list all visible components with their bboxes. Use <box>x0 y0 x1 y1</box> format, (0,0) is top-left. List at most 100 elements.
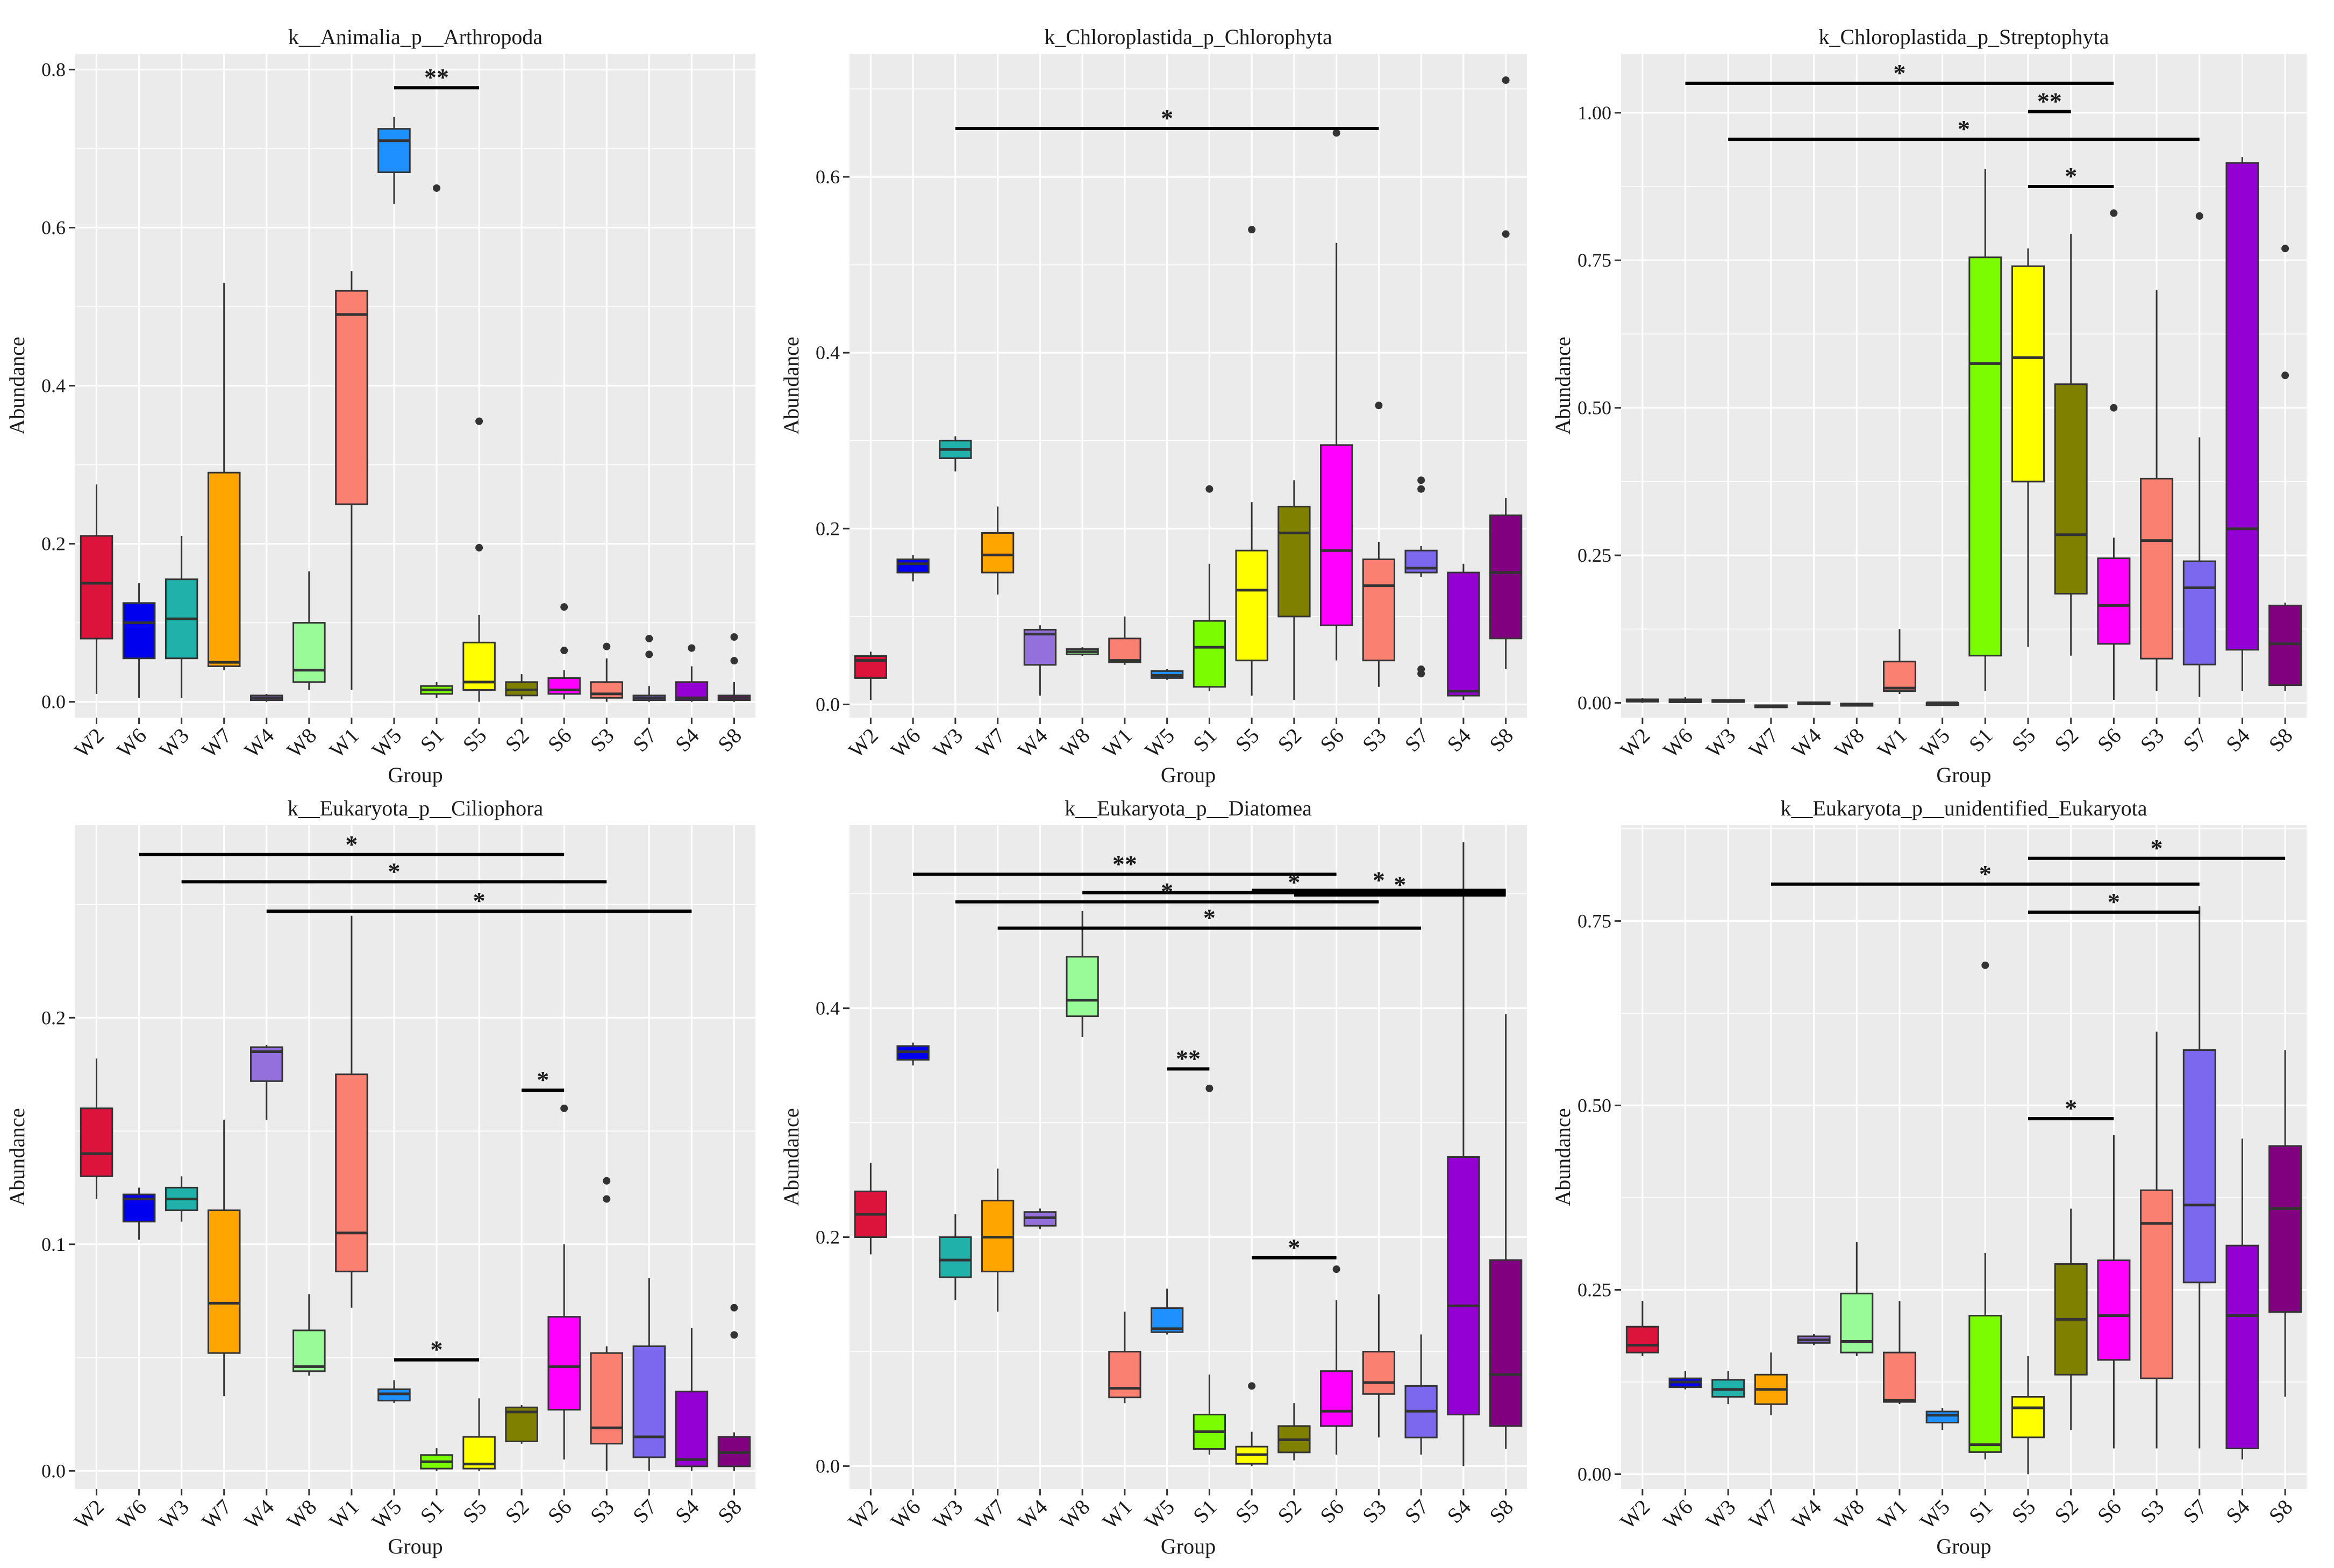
y-tick-label: 0.0 <box>816 693 840 715</box>
box-W6 <box>1668 697 1702 703</box>
x-tick-label: S1 <box>1188 1495 1222 1528</box>
x-tick-label: W8 <box>282 1495 322 1534</box>
box-W6 <box>122 583 156 698</box>
x-tick-label: S7 <box>628 1495 661 1528</box>
plot-background <box>850 825 1527 1489</box>
outlier-point <box>730 1304 738 1312</box>
outlier-point <box>688 644 696 652</box>
x-tick-label: S7 <box>2178 724 2211 757</box>
y-tick-label: 0.4 <box>816 342 840 363</box>
box-S5 <box>2011 248 2045 647</box>
outlier-point <box>1417 665 1425 674</box>
outlier-point <box>1417 485 1425 493</box>
box-body <box>1319 444 1353 626</box>
x-tick-label: S4 <box>670 724 704 757</box>
x-tick-label: W4 <box>1787 724 1826 763</box>
x-axis-title: Group <box>1936 1534 1991 1558</box>
x-tick-label: S1 <box>1188 724 1222 757</box>
x-tick-label: W4 <box>1013 1495 1052 1534</box>
box-body <box>1193 620 1226 688</box>
box-S2 <box>505 1405 538 1444</box>
box-S6 <box>2097 1135 2131 1449</box>
x-tick-label: W1 <box>325 1495 364 1534</box>
box-S6 <box>1319 1265 1353 1455</box>
x-tick-label: S4 <box>670 1495 704 1528</box>
box-body <box>675 1391 709 1467</box>
significance-label: ** <box>424 63 449 91</box>
box-S6 <box>1319 129 1353 661</box>
y-tick-label: 0.0 <box>41 691 66 713</box>
y-tick-label: 0.00 <box>1578 1464 1611 1485</box>
x-tick-label: S1 <box>416 1495 449 1528</box>
outlier-point <box>1502 230 1510 238</box>
significance-label: * <box>537 1066 549 1093</box>
outlier-point <box>1502 76 1510 84</box>
box-W1 <box>1108 1311 1141 1404</box>
box-S7 <box>1404 476 1438 678</box>
outlier-point <box>645 650 653 658</box>
box-W7 <box>981 1168 1015 1312</box>
box-W7 <box>207 283 241 670</box>
box-body <box>1235 549 1268 662</box>
box-S6 <box>547 603 581 700</box>
x-tick-label: S2 <box>2050 724 2083 757</box>
box-W6 <box>896 1042 930 1066</box>
box-W2 <box>854 651 888 700</box>
box-W8 <box>292 1294 326 1376</box>
x-tick-label: S4 <box>1443 724 1476 757</box>
outlier-point <box>730 1331 738 1339</box>
box-body <box>122 602 156 660</box>
box-W2 <box>854 1163 888 1255</box>
x-tick-label: W3 <box>1701 724 1740 763</box>
box-body <box>292 1329 326 1372</box>
box-body <box>1447 571 1480 697</box>
x-tick-label: W3 <box>154 724 194 763</box>
outlier-point <box>1375 402 1383 410</box>
box-S1 <box>420 1448 453 1471</box>
box-body <box>207 1209 241 1354</box>
x-tick-label: W8 <box>1055 1495 1095 1534</box>
box-W6 <box>122 1187 156 1240</box>
box-body <box>1023 628 1057 666</box>
x-tick-label: S6 <box>1315 724 1348 757</box>
x-tick-label: S3 <box>1358 1495 1391 1528</box>
box-S1 <box>1968 961 2002 1460</box>
box-W4 <box>250 1044 283 1120</box>
outlier-point <box>1205 1084 1214 1092</box>
x-tick-label: W6 <box>1658 1495 1697 1534</box>
box-W2 <box>80 1058 113 1199</box>
box-body <box>632 1345 666 1458</box>
x-tick-label: W3 <box>154 1495 194 1534</box>
y-tick-label: 0.0 <box>816 1455 840 1477</box>
box-S3 <box>1362 402 1396 687</box>
outlier-point <box>730 633 738 641</box>
x-tick-label: S6 <box>2093 724 2126 757</box>
box-W8 <box>1066 911 1099 1037</box>
x-tick-label: S4 <box>2221 1495 2254 1528</box>
x-tick-label: W1 <box>1098 724 1137 763</box>
x-tick-label: W2 <box>69 724 109 763</box>
box-body <box>2225 162 2259 651</box>
x-tick-label: W4 <box>239 1495 279 1534</box>
y-tick-label: 0.2 <box>816 518 840 539</box>
box-S4 <box>675 1328 709 1471</box>
box-body <box>1882 1351 1916 1403</box>
x-tick-label: W5 <box>367 1495 406 1534</box>
panel-title: k_Chloroplastida_p_Chlorophyta <box>1044 25 1332 49</box>
box-W7 <box>1754 704 1788 708</box>
box-W1 <box>1882 1301 1916 1405</box>
y-tick-label: 0.6 <box>816 166 840 188</box>
outlier-point <box>1248 1382 1256 1390</box>
box-W3 <box>1711 1371 1745 1405</box>
x-tick-label: W6 <box>886 1495 925 1534</box>
outlier-point <box>603 1195 611 1203</box>
x-tick-label: S4 <box>2221 724 2254 757</box>
box-S3 <box>1362 1294 1396 1438</box>
x-tick-label: W7 <box>197 1495 236 1534</box>
box-body <box>1108 1350 1141 1399</box>
box-S6 <box>547 1104 581 1460</box>
box-S8 <box>717 633 751 702</box>
box-S8 <box>2268 1050 2302 1397</box>
x-tick-label: S5 <box>2007 1495 2040 1528</box>
y-tick-label: 0.75 <box>1578 249 1611 271</box>
